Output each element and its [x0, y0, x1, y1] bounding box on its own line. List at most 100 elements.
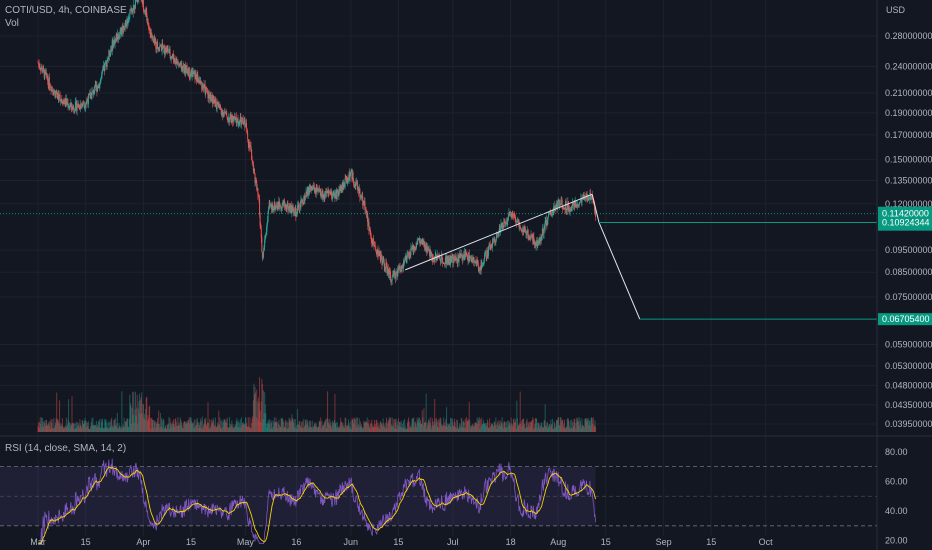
volume-bar	[341, 425, 343, 432]
candle-body	[517, 220, 519, 222]
volume-bar	[328, 422, 330, 432]
volume-bar	[348, 422, 350, 432]
volume-bar	[305, 419, 307, 432]
candle-body	[567, 201, 569, 209]
candle-body	[459, 253, 461, 257]
volume-bar	[67, 419, 69, 432]
candle-body	[404, 256, 406, 261]
volume-bar	[59, 426, 61, 432]
candle-body	[193, 71, 195, 73]
candle-body	[109, 55, 111, 57]
price-tick-label: 0.05300000	[885, 361, 932, 371]
volume-bar	[292, 419, 294, 432]
volume-bar	[246, 423, 248, 432]
candle-body	[591, 195, 593, 198]
candle-body	[351, 170, 353, 180]
volume-bar	[502, 427, 504, 432]
candle-body	[512, 213, 514, 215]
volume-bar	[430, 428, 432, 432]
volume-bar	[129, 394, 131, 432]
volume-bar	[56, 419, 58, 432]
candle-body	[553, 205, 555, 207]
volume-bar	[574, 418, 576, 432]
volume-bar	[280, 418, 282, 432]
candle-body	[546, 220, 548, 226]
volume-bar	[433, 425, 435, 432]
volume-bar	[523, 418, 525, 432]
volume-bar	[286, 421, 288, 432]
candle-body	[374, 245, 376, 247]
candle-body	[343, 182, 345, 187]
candle-body	[100, 78, 102, 82]
volume-bar	[226, 422, 228, 432]
candle-body	[122, 25, 124, 33]
symbol-line[interactable]: COTI/USD, 4h, COINBASE	[5, 5, 127, 16]
volume-bar	[508, 421, 510, 432]
volume-bar	[461, 427, 463, 432]
candle-body	[75, 101, 77, 102]
candle-body	[329, 192, 331, 195]
trendline[interactable]	[405, 193, 593, 271]
volume-bar	[499, 426, 501, 432]
candle-body	[361, 195, 363, 197]
candle-body	[392, 272, 394, 275]
time-tick-label: 16	[291, 537, 301, 547]
volume-bar	[159, 412, 161, 432]
candle-body	[500, 223, 502, 230]
volume-bar	[314, 423, 316, 432]
volume-bar	[319, 421, 321, 432]
volume-bar	[259, 376, 261, 432]
candle-body	[45, 72, 47, 75]
price-tick-label: 0.19000000	[885, 108, 932, 118]
candle-body	[188, 67, 190, 77]
rsi-label[interactable]: RSI (14, close, SMA, 14, 2)	[5, 443, 126, 454]
volume-bar	[128, 418, 130, 432]
volume-bar	[72, 422, 74, 432]
candle-body	[225, 111, 227, 113]
price-tag	[878, 216, 932, 229]
volume-bar	[94, 425, 96, 432]
volume-bar	[181, 424, 183, 432]
candle-body	[210, 95, 212, 100]
candle-body	[339, 185, 341, 192]
candle-body	[226, 116, 228, 120]
volume-bar	[313, 426, 315, 432]
candle-body	[119, 30, 121, 38]
price-axis[interactable]: 0.280000000.240000000.210000000.19000000…	[885, 31, 932, 546]
volume-bar	[591, 418, 593, 432]
volume-bar	[420, 423, 422, 432]
candle-body	[535, 244, 537, 247]
candle-body	[65, 98, 67, 105]
volume-bar	[141, 413, 143, 432]
volume-bar	[215, 426, 217, 432]
candle-body	[284, 200, 285, 206]
volume-bar	[94, 424, 96, 432]
candle-body	[447, 260, 449, 265]
candle-body	[397, 267, 399, 270]
volume-bar	[125, 420, 127, 432]
candle-body	[81, 104, 83, 106]
volume-bar	[117, 428, 119, 432]
candle-body	[37, 62, 39, 64]
volume-bar	[167, 423, 169, 432]
volume-bar	[350, 421, 352, 432]
volume-bar	[327, 391, 329, 432]
volume-bar	[394, 418, 396, 432]
time-tick-label: 15	[601, 537, 611, 547]
drawings[interactable]	[0, 193, 877, 320]
volume-bar	[529, 421, 531, 432]
volume-bar	[272, 428, 274, 432]
candle-body	[528, 237, 530, 239]
candle-body	[391, 276, 393, 281]
candle-body	[503, 221, 505, 222]
time-axis[interactable]: Mar 15 Apr 15 May 16 Jun 15 Jul 18 Aug 15 Sep 15 Oct	[30, 537, 773, 547]
vol-label[interactable]: Vol	[5, 18, 19, 29]
volume-bar	[230, 424, 232, 432]
volume-bar	[472, 426, 474, 432]
candle-body	[128, 17, 130, 20]
candle-body	[238, 123, 240, 125]
candle-body	[161, 43, 163, 51]
candle-body	[261, 237, 263, 253]
candle-body	[375, 246, 377, 251]
